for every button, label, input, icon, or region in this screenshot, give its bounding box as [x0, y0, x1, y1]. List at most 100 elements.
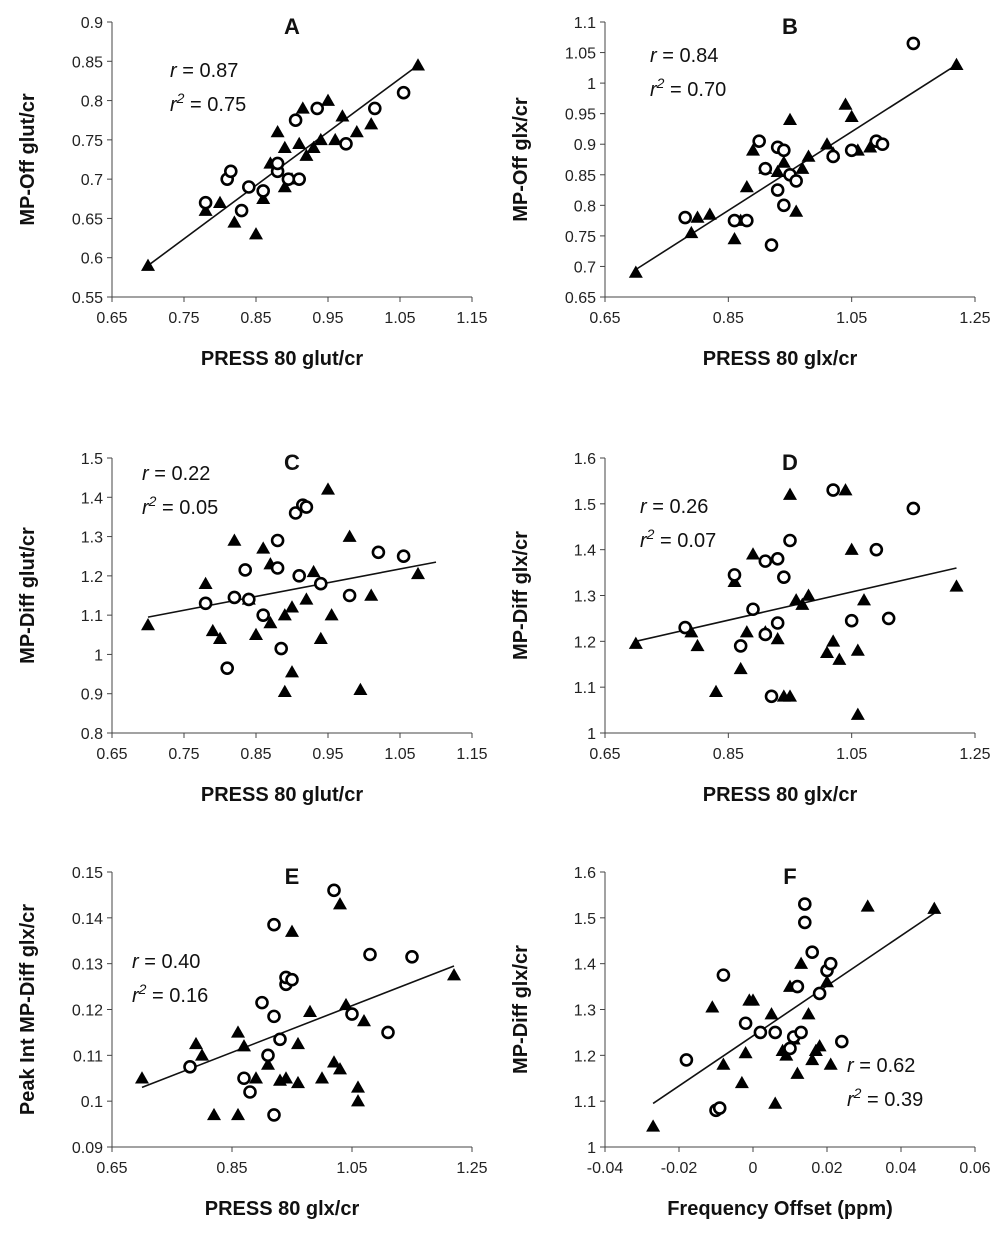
panel-letter: B	[782, 14, 798, 39]
circle-point	[727, 568, 742, 582]
circle-point	[752, 134, 766, 148]
triangle-point	[333, 897, 347, 910]
x-tick-label: 0.65	[96, 1160, 127, 1177]
circle-point	[770, 552, 785, 566]
panel-letter: C	[284, 450, 300, 475]
triangle-point	[299, 592, 314, 605]
y-tick-label: 1.5	[574, 911, 596, 928]
triangle-point	[303, 1004, 317, 1018]
triangle-point	[770, 632, 785, 645]
triangle-point	[306, 140, 321, 153]
circle-point	[746, 602, 760, 617]
triangle-point	[734, 1075, 749, 1089]
circle-point	[242, 592, 256, 607]
circle-point	[274, 641, 289, 656]
triangle-point	[207, 1107, 221, 1121]
circle-point	[396, 85, 411, 100]
triangle-point	[764, 1007, 779, 1020]
circle-point	[234, 203, 249, 218]
circle-point	[906, 501, 921, 516]
y-tick-label: 1.4	[574, 543, 596, 560]
y-tick-label: 0.7	[81, 172, 103, 189]
y-axis-label: MP-Diff glut/cr	[17, 527, 39, 664]
circle-point	[183, 1059, 197, 1074]
panel-letter: A	[284, 14, 300, 39]
r-squared-value: r2 = 0.07	[640, 526, 716, 552]
y-tick-label: 0.14	[72, 911, 103, 928]
circle-point	[768, 1025, 783, 1040]
circle-point	[371, 545, 386, 560]
triangle-point	[256, 191, 271, 205]
circle-point	[243, 1085, 257, 1099]
triangle-point	[285, 600, 299, 613]
circle-point	[224, 164, 238, 179]
triangle-point	[690, 210, 705, 223]
circle-point	[770, 183, 785, 197]
circle-point	[777, 570, 791, 584]
triangle-point	[860, 899, 875, 912]
circle-point	[783, 533, 797, 548]
circle-point	[764, 689, 779, 704]
triangle-point	[227, 215, 242, 228]
triangle-point	[832, 652, 847, 665]
triangle-point	[716, 1057, 731, 1070]
x-axis-label: PRESS 80 glut/cr	[201, 348, 363, 370]
triangle-point	[321, 482, 335, 495]
r-squared-value: r2 = 0.05	[142, 493, 218, 519]
triangle-point	[285, 924, 299, 937]
triangle-point	[205, 623, 220, 637]
x-tick-label: 0.06	[959, 1160, 990, 1177]
x-tick-label: 0.85	[713, 746, 744, 763]
circle-point	[764, 238, 779, 252]
triangle-point	[789, 204, 804, 217]
triangle-point	[277, 180, 292, 193]
r-value: r = 0.62	[847, 1055, 915, 1077]
triangle-point	[141, 617, 155, 631]
circle-point	[826, 483, 840, 497]
triangle-point	[820, 137, 834, 150]
circle-point	[270, 561, 285, 575]
triangle-point	[295, 101, 310, 114]
triangle-point	[795, 161, 810, 174]
triangle-point	[333, 1062, 347, 1075]
y-tick-label: 1.4	[81, 490, 103, 507]
triangle-point	[324, 608, 339, 621]
circle-point	[198, 596, 213, 611]
x-tick-label: 0.65	[96, 746, 127, 763]
circle-point	[789, 174, 803, 188]
r-value: r = 0.87	[170, 60, 238, 82]
y-axis-label: Peak Int MP-Diff glx/cr	[17, 904, 39, 1115]
y-tick-label: 0.11	[73, 1048, 103, 1065]
triangle-point	[411, 58, 425, 71]
circle-point	[794, 1025, 808, 1040]
y-tick-label: 0.8	[81, 726, 103, 743]
x-tick-label: 1.15	[456, 746, 487, 763]
triangle-point	[628, 636, 643, 649]
circle-point	[758, 627, 773, 642]
triangle-point	[702, 207, 717, 220]
x-tick-label: 1.05	[384, 746, 415, 763]
panel-letter: D	[782, 450, 798, 475]
circle-point	[712, 1101, 727, 1115]
panel-letter: F	[783, 864, 796, 889]
circle-point	[227, 590, 242, 605]
triangle-point	[277, 140, 292, 153]
triangle-point	[820, 645, 834, 659]
triangle-point	[850, 643, 865, 656]
circle-point	[261, 1048, 275, 1063]
y-tick-label: 0.9	[81, 15, 103, 32]
circle-point	[790, 979, 805, 994]
triangle-point	[249, 627, 263, 641]
y-tick-label: 0.1	[81, 1094, 103, 1111]
triangle-point	[189, 1036, 203, 1050]
triangle-point	[263, 616, 278, 629]
circle-point	[242, 180, 256, 194]
panel-d: 1 1.1 1.2 1.3 1.4 1.5 1.6 0.65 0.85 1.05 1.25 PRESS…	[510, 450, 991, 806]
circle-point	[679, 1053, 694, 1067]
y-axis-label: MP-Diff glx/cr	[510, 945, 532, 1074]
circle-point	[834, 1034, 849, 1049]
r-value: r = 0.40	[132, 951, 200, 973]
triangle-point	[739, 180, 754, 193]
circle-point	[716, 968, 731, 982]
triangle-point	[770, 164, 785, 177]
